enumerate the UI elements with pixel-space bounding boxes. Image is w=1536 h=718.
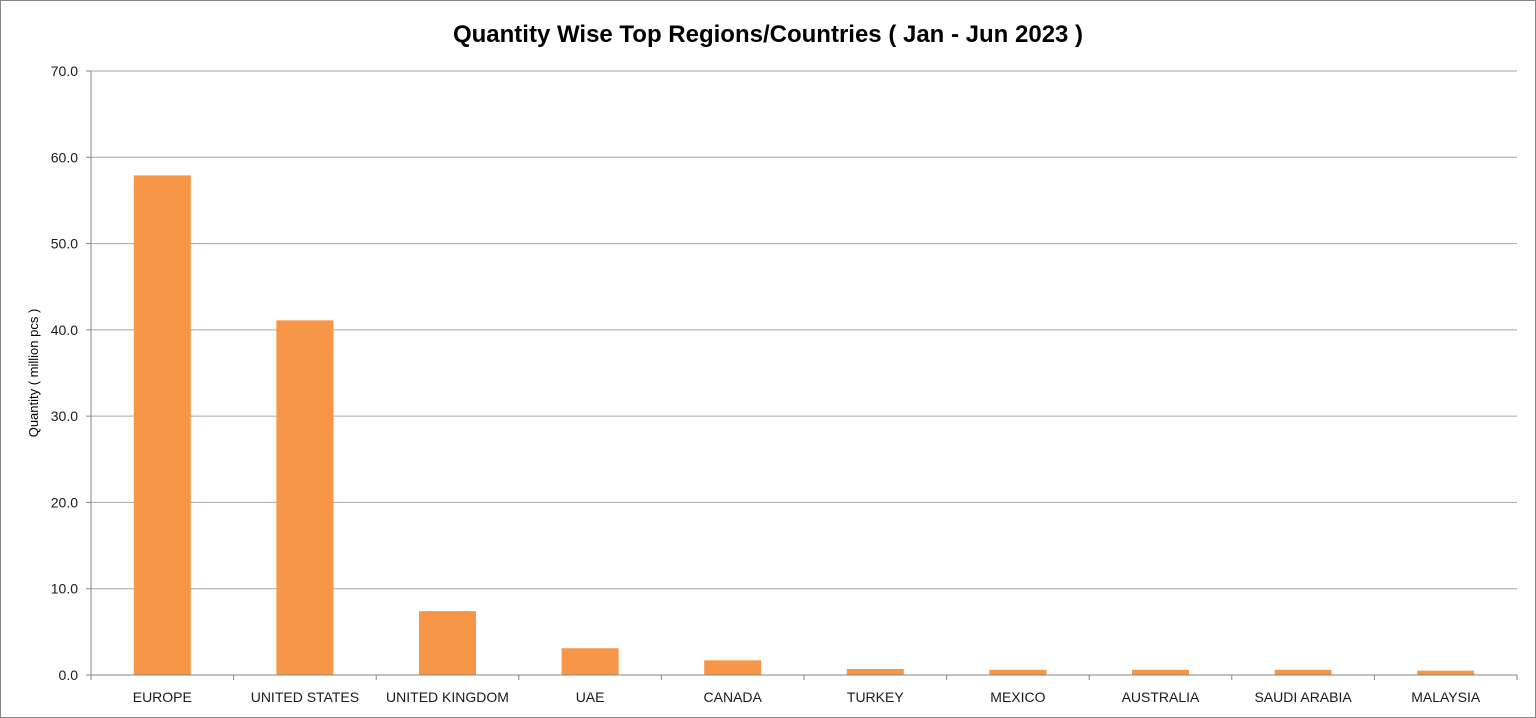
chart-title: Quantity Wise Top Regions/Countries ( Ja… [453, 21, 1083, 48]
x-tick-label: MALAYSIA [1411, 689, 1481, 705]
x-tick-label: CANADA [704, 689, 763, 705]
axes [90, 71, 1518, 680]
bar-united-states [276, 320, 334, 675]
bar-saudi-arabia [1274, 669, 1332, 675]
x-tick-label: SAUDI ARABIA [1254, 689, 1352, 705]
bar-malaysia [1417, 670, 1475, 675]
y-tick-label: 40.0 [51, 322, 78, 338]
x-tick-label: EUROPE [133, 689, 192, 705]
x-tick-label: MEXICO [990, 689, 1045, 705]
bar-uae [561, 648, 619, 675]
bar-australia [1132, 669, 1189, 675]
y-tick-label: 0.0 [59, 667, 79, 683]
bar-europe [133, 175, 191, 676]
x-tick-label: TURKEY [847, 689, 904, 705]
y-tick-label: 30.0 [51, 408, 78, 424]
x-tick-label: UNITED KINGDOM [386, 689, 509, 705]
bar-mexico [989, 669, 1047, 675]
y-tick-label: 60.0 [51, 149, 78, 165]
y-tick-labels: 0.0 10.0 20.0 30.0 40.0 50.0 60.0 70.0 [51, 63, 78, 683]
x-tick-label: UNITED STATES [251, 689, 359, 705]
bar-turkey [846, 668, 904, 675]
y-tick-label: 20.0 [51, 494, 78, 510]
y-axis-title: Quantity ( million pcs ) [26, 309, 41, 438]
x-tick-labels: EUROPE UNITED STATES UNITED KINGDOM UAE CANA… [133, 689, 1481, 705]
x-tick-label: AUSTRALIA [1122, 689, 1200, 705]
y-tick-label: 10.0 [51, 581, 78, 597]
bar-united-kingdom [419, 611, 476, 675]
bars [133, 175, 1475, 676]
y-tick-label: 70.0 [51, 63, 78, 79]
y-tick-label: 50.0 [51, 236, 78, 252]
bar-canada [704, 660, 762, 675]
x-tick-label: UAE [576, 689, 605, 705]
